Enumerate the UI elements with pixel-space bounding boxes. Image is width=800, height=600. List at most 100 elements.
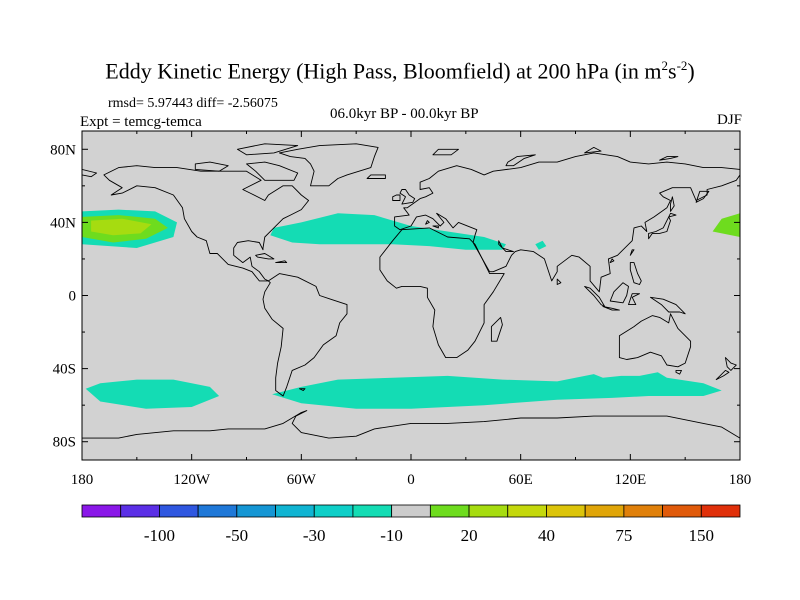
anomaly-regions (82, 209, 740, 409)
colorbar-box (662, 504, 702, 518)
colorbar-box (275, 504, 315, 518)
coastline-hispaniola (275, 260, 288, 264)
coastline-new-siberian (659, 156, 679, 161)
anomaly-atlantic-jet-teal (270, 213, 506, 250)
lat-label: 80N (50, 142, 76, 158)
chart-title: Eddy Kinetic Energy (High Pass, Bloomfie… (0, 58, 800, 84)
coastline-new-zealand-north (724, 357, 737, 371)
longitude-labels: 180 120W 60W 0 60E 120E 180 (71, 472, 752, 488)
period-label: 06.0kyr BP - 00.0kyr BP (330, 106, 479, 122)
lat-label: 40S (53, 362, 76, 378)
experiment-label: Expt = temcg-temca (80, 114, 202, 130)
coastline-sakhalin (670, 196, 675, 212)
colorbar-box (197, 504, 238, 518)
coastline-borneo (609, 282, 629, 304)
axis-ticks (81, 131, 741, 460)
coastline-new-guinea (649, 296, 686, 315)
map-background (82, 131, 740, 460)
lat-label: 0 (69, 289, 77, 305)
colorbar-box (700, 504, 741, 518)
colorbar-label: 40 (538, 526, 555, 545)
colorbar-box (468, 504, 509, 518)
coastline-africa (379, 227, 505, 359)
coastline-taiwan (629, 249, 635, 256)
coastline-svalbard (432, 148, 459, 156)
lon-label: 0 (407, 472, 415, 488)
colorbar-box (236, 504, 276, 518)
lat-label: 40N (50, 215, 76, 231)
colorbar-box (81, 504, 122, 518)
colorbar-label: 20 (461, 526, 478, 545)
colorbar-box (391, 504, 431, 518)
title-exponent-2: -2 (676, 58, 688, 73)
colorbar-box (507, 504, 547, 518)
latitude-labels: 80N 40N 0 40S 80S (50, 142, 76, 450)
lon-label: 120E (614, 472, 646, 488)
title-close: ) (687, 58, 695, 84)
colorbar-labels: -100 -50 -30 -10 20 40 75 150 (144, 526, 714, 545)
coastline-greenland (278, 143, 379, 187)
coastline-tasmania (675, 369, 682, 375)
season-label: DJF (716, 112, 742, 128)
lon-label: 120W (173, 472, 211, 488)
coastline-sicily (432, 225, 439, 229)
colorbar-box (429, 504, 470, 518)
title-exponent-1: 2 (661, 58, 669, 73)
coastline-falklands (299, 388, 306, 391)
colorbar-box (120, 504, 160, 518)
coastline-sulawesi (628, 293, 640, 306)
coastline-chukotka (82, 168, 98, 178)
colorbar-label: -30 (303, 526, 326, 545)
anomaly-dateline-east-green (712, 213, 740, 237)
coastline-australia (618, 313, 692, 368)
coastline-philippines (629, 262, 642, 285)
coastline-baffin (246, 161, 299, 181)
lon-label: 60W (287, 472, 317, 488)
colorbar-label: -50 (225, 526, 248, 545)
rmsd-text: rmsd= 5.97443 diff= -2.56075 (108, 96, 278, 111)
coastline-north-america (103, 165, 310, 282)
colorbar-box (352, 504, 393, 518)
lon-label: 180 (729, 472, 752, 488)
lon-label: 180 (71, 472, 94, 488)
coastline-hainan (609, 258, 615, 264)
coastline-novaya-zemlya (505, 154, 536, 167)
lat-label: 80S (53, 435, 76, 451)
colorbar-box (159, 504, 199, 518)
colorbar-box (623, 504, 663, 518)
anomaly-southern-ocean-teal (272, 372, 722, 409)
coastline-antarctica (82, 410, 740, 460)
colorbar-label: 75 (615, 526, 632, 545)
colorbar-label: -10 (380, 526, 403, 545)
coastline-eurasia (394, 152, 740, 293)
colorbar-label: 150 (689, 526, 715, 545)
coastline-iceland (366, 174, 386, 179)
coastline-arabia-gulf (498, 240, 514, 253)
coastline-madagascar (490, 316, 503, 342)
colorbar-box (584, 504, 625, 518)
title-main: Eddy Kinetic Energy (High Pass, Bloomfie… (105, 58, 662, 84)
coastline-severnaya-zemlya (584, 146, 602, 154)
coastline-sri-lanka (556, 278, 562, 285)
coastline-uk (399, 189, 416, 205)
coastline-kamchatka (695, 190, 710, 203)
colorbar-label: -100 (144, 526, 175, 545)
coastline-ellesmere (236, 143, 299, 156)
anomaly-south-pacific-teal (85, 379, 220, 409)
lon-label: 60E (509, 472, 533, 488)
colorbar-box (546, 504, 586, 518)
anomaly-north-pacific-core (91, 218, 152, 236)
title-mid: s (668, 58, 677, 84)
coastlines (82, 143, 740, 460)
coastline-cuba (255, 253, 275, 260)
coastline-sardinia (425, 220, 430, 225)
coastline-victoria-island (194, 161, 229, 172)
coastline-ireland (392, 194, 401, 201)
coastline-java (602, 306, 620, 311)
coastline-japan (648, 212, 677, 240)
anomaly-middle-east-teal (535, 240, 547, 250)
colorbar-box (313, 504, 354, 518)
coastline-south-america (262, 273, 348, 397)
coastline-new-zealand-south (715, 369, 730, 381)
